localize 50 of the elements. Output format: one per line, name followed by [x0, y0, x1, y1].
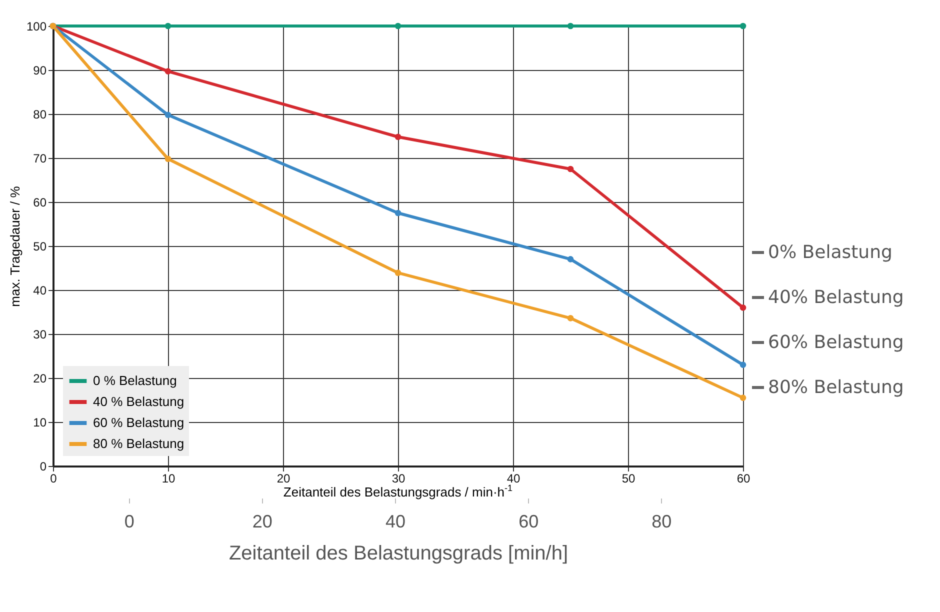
text: 40% Belastung	[768, 287, 904, 308]
y-tick-label: 10	[33, 416, 47, 430]
y-tick-label: 90	[33, 64, 47, 78]
x-axis-title: Zeitanteil des Belastungsgrads / min·h$^{-1}$	[283, 483, 513, 500]
x-tick-label: 20	[276, 472, 290, 486]
x-tick-label: 10	[162, 472, 176, 486]
point	[164, 156, 172, 162]
y-tick-label: 20	[33, 372, 47, 386]
x-tick-label: 40	[506, 472, 520, 486]
x-tick-label: 0	[50, 472, 58, 486]
y-tick-label: 0	[40, 460, 47, 474]
text: 80% Belastung	[768, 377, 904, 398]
text: 0% Belastung	[768, 242, 892, 263]
x2-axis-title: Zeitanteil des Belastungsgrads [min/h]	[228, 542, 568, 564]
point	[394, 134, 402, 140]
x2-tick-label: 40	[385, 512, 406, 532]
point	[740, 304, 746, 311]
point	[567, 166, 574, 172]
x-tick-label: 50	[622, 472, 636, 486]
point	[164, 68, 172, 74]
x-tick-label: 30	[392, 472, 406, 486]
point	[740, 22, 746, 30]
x2-tick-label: 60	[518, 512, 539, 532]
y-tick-label: 50	[33, 240, 47, 254]
y-tick-label: 30	[33, 328, 47, 342]
point	[164, 22, 172, 30]
legend-label: 40 % Belastung	[93, 394, 184, 409]
text: 60% Belastung	[768, 332, 904, 353]
y-tick-label: 100	[26, 20, 47, 34]
y-tick-label: 40	[33, 284, 47, 298]
legend-label: 0 % Belastung	[93, 373, 177, 388]
y-tick-label: 60	[33, 196, 47, 210]
point	[394, 210, 402, 216]
y-tick-label: 80	[33, 108, 47, 122]
x2-tick-label: 80	[652, 512, 672, 532]
x2-tick-label: 20	[252, 512, 272, 532]
point	[394, 22, 402, 30]
y-tick-label: 70	[33, 152, 47, 166]
point	[567, 22, 574, 30]
legend-label: 80 % Belastung	[93, 436, 184, 451]
point	[740, 362, 746, 368]
point	[567, 256, 574, 262]
point	[164, 112, 172, 118]
point	[740, 394, 746, 401]
x-tick-label: 60	[736, 472, 750, 486]
x2-tick-label: 0	[124, 512, 134, 532]
legend-label: 60 % Belastung	[93, 415, 184, 430]
point	[567, 315, 574, 322]
point	[394, 270, 402, 276]
y-axis-title: max. Tragedauer / %	[7, 186, 22, 307]
